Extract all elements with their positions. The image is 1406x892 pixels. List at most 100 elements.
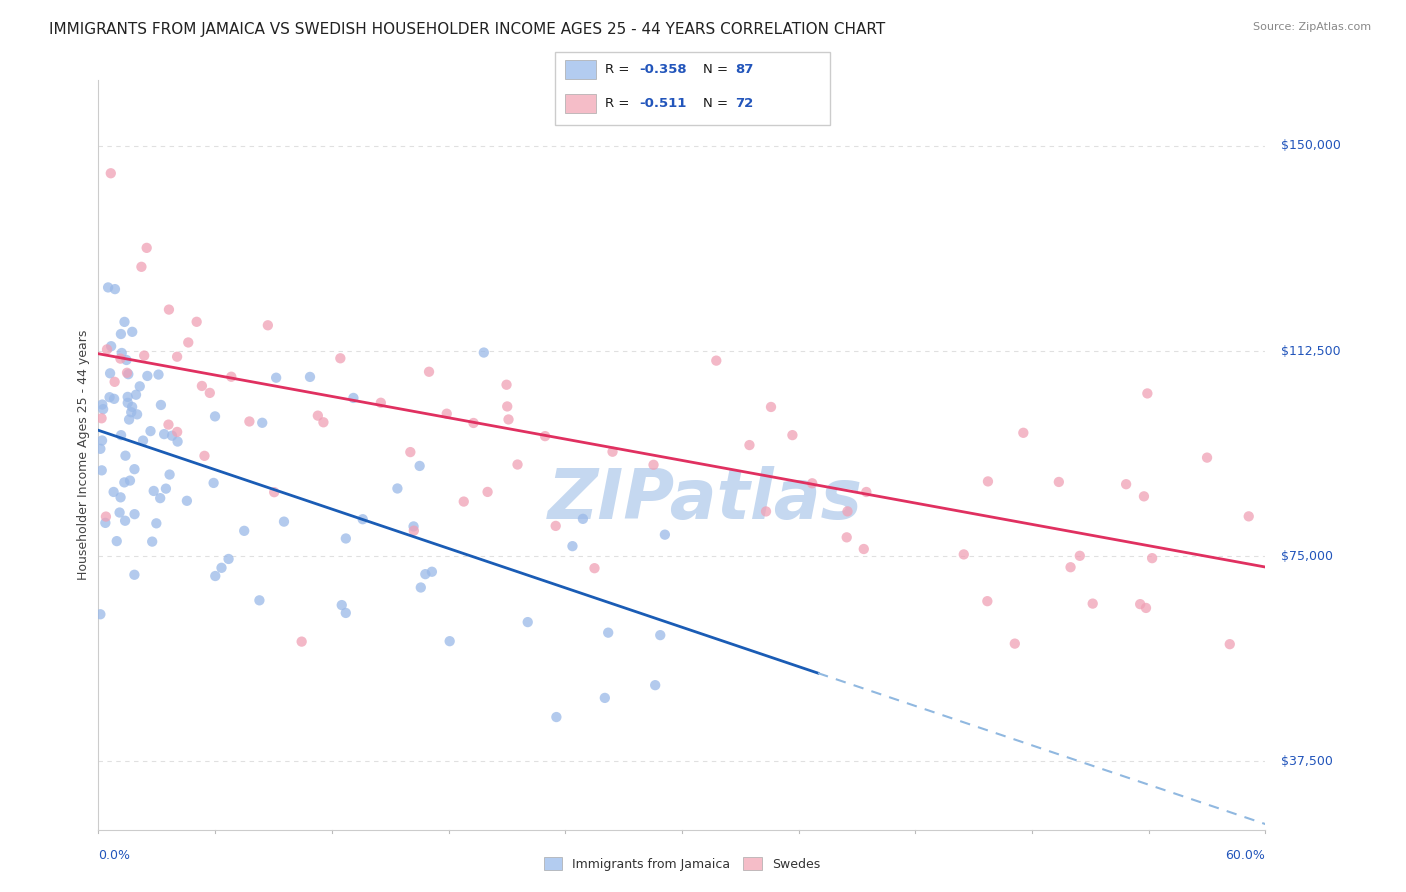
Point [141,534,163,549]
Point [145,516,167,531]
Point [157,302,180,317]
Point [176,493,198,508]
Point [1012,425,1035,440]
Point [977,475,1000,489]
Point [233,524,256,538]
Point [191,379,214,393]
Y-axis label: Householder Income Ages 25 - 44 years: Householder Income Ages 25 - 44 years [77,330,90,580]
Point [89,607,111,622]
Point [118,412,141,426]
Point [415,567,437,582]
Point [1059,560,1081,574]
Text: R =: R = [605,63,633,76]
Point [329,351,352,366]
Point [1069,549,1091,563]
Point [644,678,666,692]
Point [249,593,271,607]
Point [159,467,181,482]
Text: N =: N = [703,97,733,110]
Point [498,412,520,426]
Point [114,449,136,463]
Point [100,166,122,180]
Point [402,524,425,538]
Point [738,438,761,452]
Point [408,458,430,473]
Point [103,485,125,500]
Point [399,445,422,459]
Point [155,482,177,496]
Text: $37,500: $37,500 [1281,755,1333,768]
Point [252,416,274,430]
Point [148,368,170,382]
Point [782,428,804,442]
Point [335,606,357,620]
Point [134,349,156,363]
Point [114,315,136,329]
Point [218,552,240,566]
Point [166,425,188,439]
Point [370,396,392,410]
Point [506,458,529,472]
Point [409,581,432,595]
Point [104,375,127,389]
Point [135,241,157,255]
Point [153,427,176,442]
Point [94,509,117,524]
Text: ZIPatlas: ZIPatlas [548,467,863,533]
Point [291,634,314,648]
Point [166,434,188,449]
Legend: Immigrants from Jamaica, Swedes: Immigrants from Jamaica, Swedes [538,852,825,876]
Point [98,367,121,381]
Point [97,280,120,294]
Text: 0.0%: 0.0% [98,848,131,862]
Text: -0.511: -0.511 [640,97,688,110]
Point [115,353,138,368]
Point [110,351,132,366]
Point [704,353,727,368]
Point [495,377,517,392]
Point [136,368,159,383]
Point [952,548,974,562]
Point [418,365,440,379]
Point [91,434,114,448]
Point [166,350,188,364]
Point [117,390,139,404]
Point [546,710,568,724]
Text: 87: 87 [735,63,754,76]
Point [1115,477,1137,491]
Point [352,512,374,526]
Point [125,388,148,402]
Point [1135,601,1157,615]
Point [298,370,321,384]
Point [759,400,782,414]
Point [335,532,357,546]
Point [477,484,499,499]
Point [436,407,458,421]
Point [96,343,118,357]
Point [193,449,215,463]
Point [534,429,557,443]
Point [1195,450,1218,465]
Point [149,491,172,505]
Point [544,519,567,533]
Point [583,561,606,575]
Text: $75,000: $75,000 [1281,549,1333,563]
Point [307,409,329,423]
Point [801,476,824,491]
Point [124,567,146,582]
Point [115,366,138,380]
Point [128,379,150,393]
Point [90,411,112,425]
Point [1129,597,1152,611]
Point [90,463,112,477]
Text: 60.0%: 60.0% [1226,848,1265,862]
Point [453,494,475,508]
Point [142,483,165,498]
Point [643,458,665,472]
Point [755,504,778,518]
Point [402,519,425,533]
Point [1140,551,1163,566]
Point [650,628,672,642]
Point [89,442,111,456]
Point [330,598,353,612]
